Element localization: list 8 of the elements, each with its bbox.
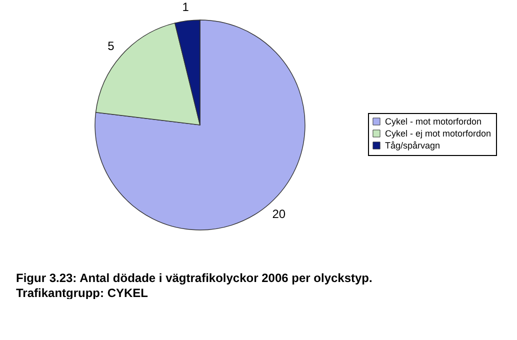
legend-label: Cykel - ej mot motorfordon <box>385 128 492 138</box>
text: Figur 3.23: Antal dödade i vägtrafikolyckor 2006 per olyckstyp. <box>16 271 372 285</box>
pie-slice <box>94 20 306 230</box>
data-label: 5 <box>108 39 115 54</box>
data-label: 1 <box>182 0 190 14</box>
legend-label: Tåg/spårvagn <box>385 140 440 150</box>
legend-label: Cykel - mot motorfordon <box>385 116 482 126</box>
data-label: 20 <box>272 207 286 222</box>
